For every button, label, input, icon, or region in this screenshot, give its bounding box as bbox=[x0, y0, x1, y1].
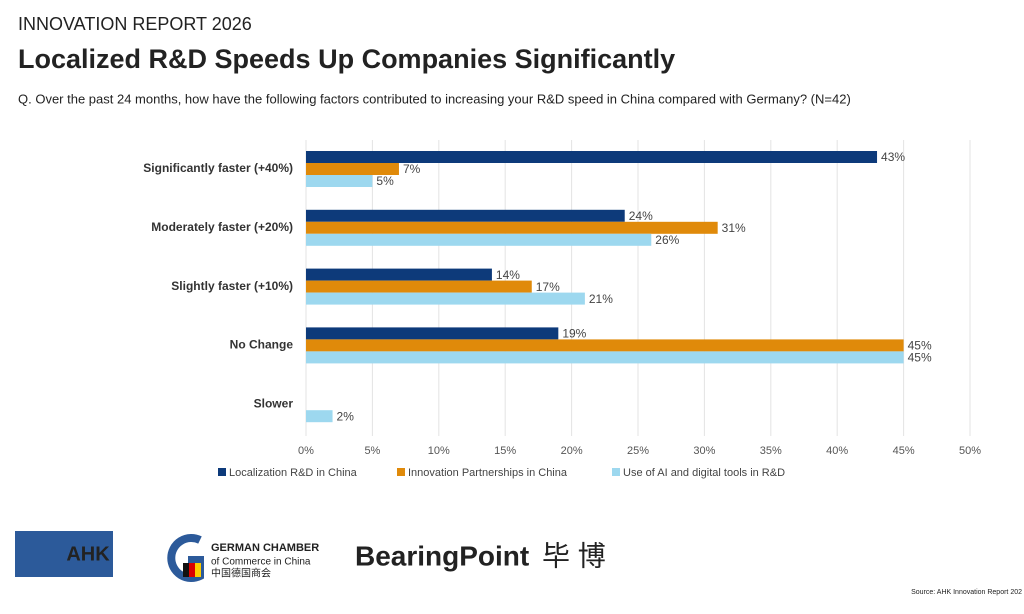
y-tick-label: Slightly faster (+10%) bbox=[171, 279, 293, 293]
footer: AHK GERMAN CHAMBER of Commerce in China … bbox=[15, 531, 1022, 596]
ahk-text: AHK bbox=[66, 543, 110, 565]
value-label: 45% bbox=[908, 339, 932, 353]
y-tick-label: Significantly faster (+40%) bbox=[143, 161, 293, 175]
value-label: 2% bbox=[337, 409, 355, 423]
legend-swatch bbox=[612, 468, 620, 476]
y-tick-label: Moderately faster (+20%) bbox=[151, 220, 293, 234]
x-tick-label: 35% bbox=[760, 445, 782, 457]
chamber-sub: of Commerce in China bbox=[211, 557, 311, 568]
bar bbox=[306, 233, 652, 246]
value-label: 43% bbox=[881, 150, 905, 164]
x-tick-label: 45% bbox=[893, 445, 915, 457]
bar bbox=[306, 268, 492, 281]
value-label: 7% bbox=[403, 162, 421, 176]
bar bbox=[306, 175, 373, 187]
value-label: 21% bbox=[589, 292, 613, 306]
x-tick-label: 15% bbox=[494, 445, 516, 457]
bar bbox=[306, 410, 333, 423]
ahk-logo bbox=[15, 531, 113, 577]
chamber-cn: 中国德国商会 bbox=[211, 567, 271, 580]
x-tick-label: 10% bbox=[428, 445, 450, 457]
legend-swatch bbox=[218, 468, 226, 476]
flag-red bbox=[189, 563, 195, 577]
bar bbox=[306, 163, 399, 175]
value-label: 14% bbox=[496, 268, 520, 282]
x-tick-label: 25% bbox=[627, 445, 649, 457]
flag-black bbox=[183, 563, 189, 577]
x-tick-label: 40% bbox=[826, 445, 848, 457]
legend-label: Localization R&D in China bbox=[229, 467, 358, 479]
chamber-name: GERMAN CHAMBER bbox=[211, 542, 319, 554]
x-tick-label: 20% bbox=[561, 445, 583, 457]
plot: 0% 5% 10% 15% 20% 25% 30% 35% 40% 45% 50% Significa… bbox=[143, 140, 981, 479]
bar bbox=[306, 339, 904, 352]
chamber-mark bbox=[167, 534, 204, 582]
bar bbox=[306, 221, 718, 234]
kicker: INNOVATION REPORT 2026 bbox=[18, 14, 252, 34]
x-tick-label: 30% bbox=[693, 445, 715, 457]
bar bbox=[306, 209, 625, 222]
bearingpoint: BearingPoint bbox=[355, 540, 529, 571]
chart-title: Localized R&D Speeds Up Companies Signif… bbox=[18, 44, 675, 74]
value-label: 31% bbox=[722, 221, 746, 235]
bearingpoint-cn: 毕 博 bbox=[542, 540, 606, 571]
value-label: 17% bbox=[536, 280, 560, 294]
y-tick-label: Slower bbox=[254, 396, 294, 410]
bar bbox=[306, 292, 585, 305]
value-label: 45% bbox=[908, 351, 932, 365]
value-label: 26% bbox=[655, 233, 679, 247]
value-label: 24% bbox=[629, 209, 653, 223]
x-tick-label: 5% bbox=[364, 445, 380, 457]
source: Source: AHK Innovation Report 202 bbox=[911, 589, 1022, 596]
bar bbox=[306, 351, 904, 364]
legend-label: Use of AI and digital tools in R&D bbox=[623, 467, 785, 479]
bar bbox=[306, 151, 878, 163]
bar bbox=[306, 327, 559, 340]
x-tick-label: 0% bbox=[298, 445, 314, 457]
bar bbox=[306, 280, 532, 293]
legend-label: Innovation Partnerships in China bbox=[408, 467, 568, 479]
subtitle: Q. Over the past 24 months, how have the… bbox=[18, 91, 851, 106]
value-label: 19% bbox=[562, 327, 586, 341]
value-label: 5% bbox=[376, 174, 394, 188]
y-tick-label: No Change bbox=[230, 338, 294, 352]
x-tick-label: 50% bbox=[959, 445, 981, 457]
flag-gold bbox=[195, 563, 201, 577]
legend-swatch bbox=[397, 468, 405, 476]
